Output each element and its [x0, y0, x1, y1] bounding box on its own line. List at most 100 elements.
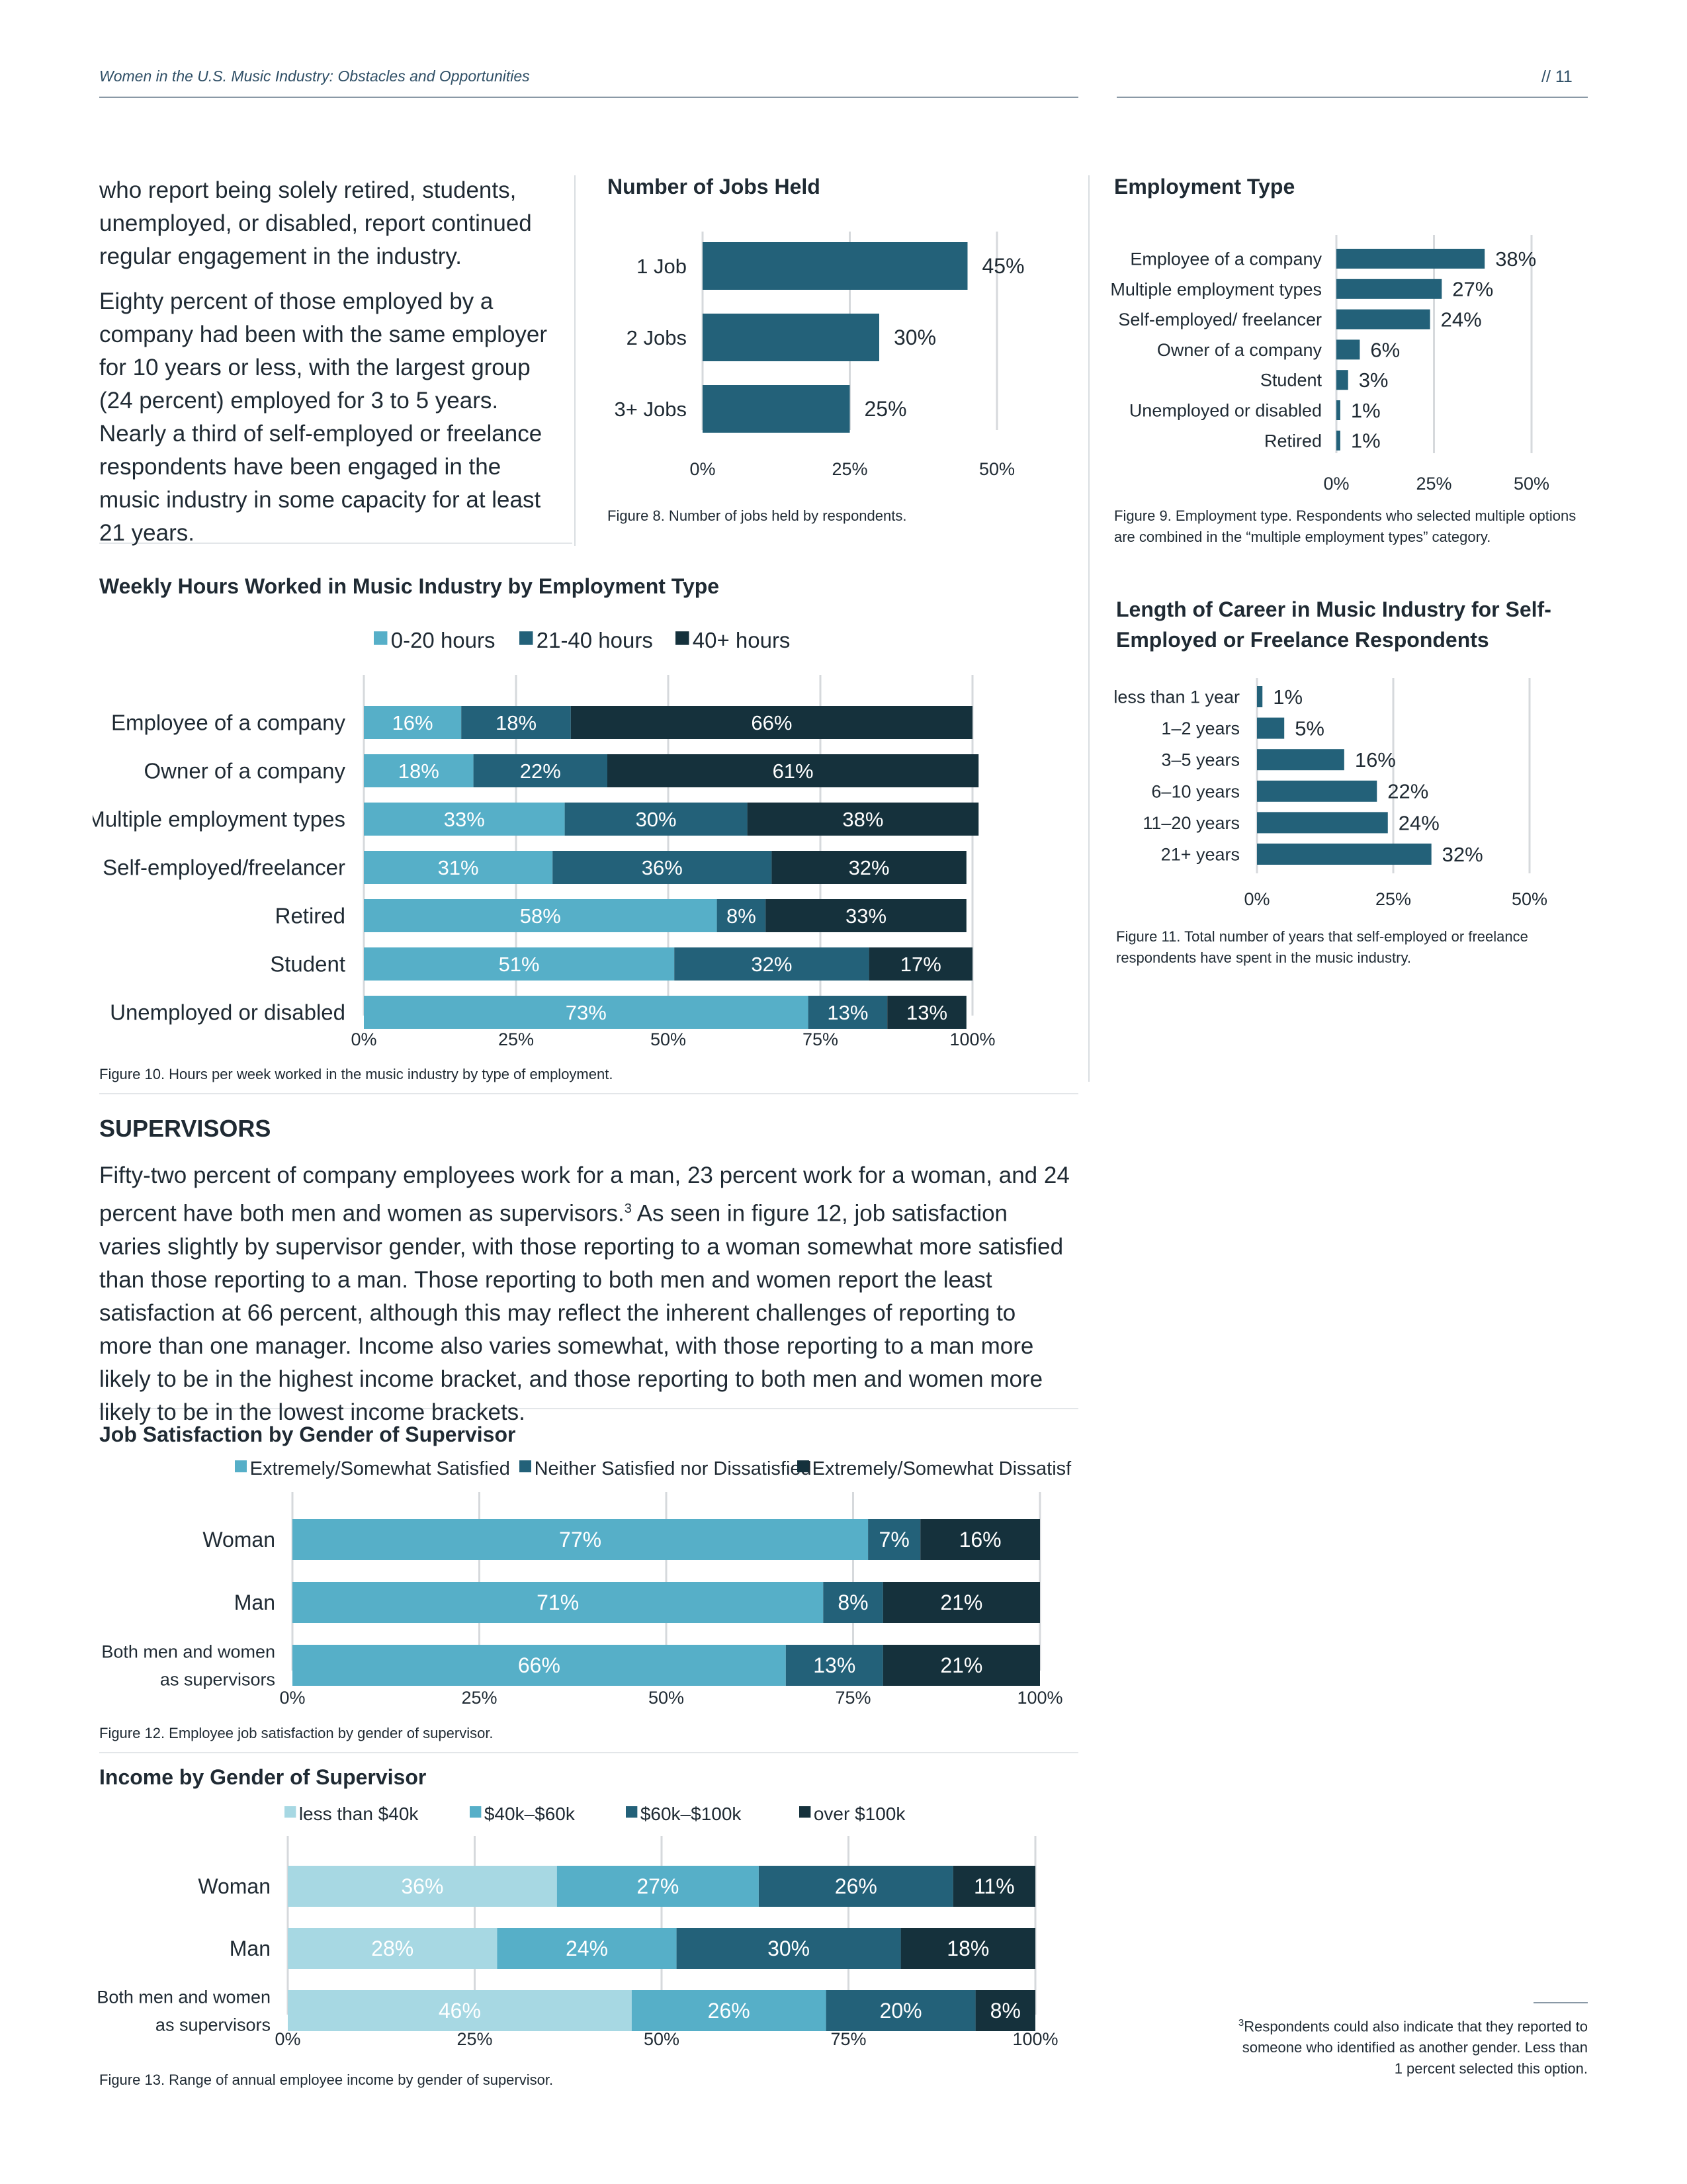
fig10-value-label: 30% [636, 808, 677, 831]
fig12-legend-swatch [519, 1460, 531, 1473]
fig9-bar [1336, 279, 1442, 299]
fig11-caption: Figure 11. Total number of years that se… [1116, 928, 1528, 966]
fig10-value-label: 13% [906, 1001, 947, 1024]
fig8-tick-label: 0% [689, 459, 715, 479]
fig8-value-label: 30% [894, 326, 936, 349]
footnote-rule [1534, 2002, 1588, 2003]
fig12-bar-segment [883, 1645, 1040, 1686]
fig13-bar-segment [900, 1928, 1035, 1969]
fig13-value-label: 36% [401, 1874, 443, 1898]
fig12-bar-segment [883, 1582, 1040, 1623]
fig13-value-label: 8% [990, 1999, 1021, 2023]
fig9-category-label: Employee of a company [1130, 249, 1322, 269]
fig12-value-label: 8% [838, 1591, 868, 1614]
footnote: 3Respondents could also indicate that th… [1231, 2013, 1588, 2079]
fig10-tick-label: 50% [650, 1029, 686, 1049]
fig8-category-label: 1 Job [636, 255, 687, 278]
fig11-tick-label: 25% [1375, 889, 1411, 909]
fig9-category-label: Self-employed/ freelancer [1118, 310, 1322, 329]
fig10-value-label: 66% [751, 711, 792, 734]
fig10-value-label: 36% [642, 856, 683, 879]
fig12-category-label: Woman [202, 1528, 275, 1551]
fig10-value-label: 58% [520, 904, 561, 928]
fig11-category-label: 3–5 years [1161, 750, 1240, 770]
fig13-tick-label: 100% [1012, 2029, 1058, 2049]
fig10-category-label: Multiple employment types [93, 807, 345, 832]
fig8-chart: 0% 25% 50% 1 Job 45% 2 Jobs 30% 3+ Jobs 25% [615, 232, 1025, 479]
fig9-value-label: 27% [1452, 278, 1493, 301]
fig13-bar-segment [676, 1928, 901, 1969]
fig10-bar-segment [607, 754, 979, 787]
fig13-bar-segment [975, 1990, 1035, 2031]
fig12-value-label: 16% [959, 1528, 1002, 1551]
fig12-value-label: 77% [559, 1528, 601, 1551]
fig12-tick-label: 50% [648, 1688, 684, 1708]
supervisors-text-1: Fifty-two percent of company employees w… [99, 1162, 1070, 1227]
fig11-value-label: 22% [1387, 780, 1428, 803]
fig13-bar-segment [953, 1866, 1035, 1907]
fig12-value-label: 13% [813, 1653, 855, 1677]
fig12-bar-segment [292, 1519, 869, 1560]
fig13-value-label: 28% [371, 1937, 413, 1960]
fig10-legend-label: 0-20 hours [391, 628, 496, 652]
fig10-value-label: 16% [392, 711, 433, 734]
fig10-bar-segment [364, 899, 717, 932]
fig10-value-label: 22% [520, 760, 561, 783]
fig10-bar-segment [887, 996, 967, 1029]
fig10-category-label: Unemployed or disabled [110, 1000, 345, 1025]
fig13-legend-label: $60k–$100k [640, 1804, 742, 1824]
fig11-category-label: 1–2 years [1161, 719, 1240, 738]
fig13-bar-segment [497, 1928, 677, 1969]
fig12-tick-label: 0% [279, 1688, 305, 1708]
fig13-legend-swatch [470, 1806, 482, 1818]
fig13-value-label: 26% [708, 1999, 750, 2023]
fig11-value-label: 16% [1355, 748, 1396, 771]
fig9-category-label: Student [1260, 371, 1322, 390]
fig10-bar-segment [364, 851, 553, 884]
fig10-category-label: Retired [275, 904, 345, 928]
fig13-legend-swatch [799, 1806, 811, 1818]
fig10-category-label: Student [270, 952, 345, 977]
fig13-legend-label: $40k–$60k [484, 1804, 576, 1824]
divider-horizontal-supervisors [99, 1408, 1078, 1409]
fig8-category-label: 2 Jobs [627, 326, 687, 349]
fig10-value-label: 8% [726, 904, 756, 928]
fig11-bar [1257, 686, 1263, 707]
fig8-tick-label: 25% [832, 459, 867, 479]
fig13-legend-swatch [284, 1806, 296, 1818]
divider-horizontal-intro [99, 543, 572, 544]
fig10-tick-label: 100% [949, 1029, 995, 1049]
fig11-value-label: 24% [1399, 811, 1440, 834]
fig12-category-label: Man [234, 1591, 275, 1614]
fig9-value-label: 6% [1370, 338, 1400, 361]
fig9-value-label: 3% [1359, 369, 1389, 392]
fig10-bar-segment [364, 803, 565, 836]
fig13-value-label: 26% [835, 1874, 877, 1898]
fig10-title: Weekly Hours Worked in Music Industry by… [99, 574, 720, 598]
fig10-tick-label: 25% [498, 1029, 534, 1049]
fig10-bar-segment [674, 947, 869, 981]
fig10-bar-segment [771, 851, 967, 884]
fig9-value-label: 1% [1351, 429, 1381, 453]
divider-horizontal-fig10 [99, 1093, 1078, 1094]
fig8-tick-label: 50% [979, 459, 1015, 479]
fig13-bar-segment [758, 1866, 953, 1907]
fig12-bar-segment [292, 1582, 824, 1623]
fig9-category-label: Unemployed or disabled [1129, 400, 1322, 420]
fig10-value-label: 33% [444, 808, 485, 831]
fig13-bar-segment [288, 1928, 497, 1969]
intro-paragraph-1: who report being solely retired, student… [99, 177, 532, 269]
fig12-bar-segment [823, 1582, 883, 1623]
fig10-bar-segment [364, 754, 474, 787]
fig10-value-label: 61% [773, 760, 814, 783]
fig9-value-label: 38% [1495, 247, 1536, 271]
fig12-caption: Figure 12. Employee job satisfaction by … [99, 1725, 494, 1741]
footnote-reference[interactable]: 3 [624, 1201, 632, 1216]
fig9-tick-label: 50% [1514, 474, 1549, 494]
fig13-tick-label: 0% [275, 2029, 300, 2049]
fig13-title: Income by Gender of Supervisor [99, 1765, 427, 1789]
fig9-category-label: Multiple employment types [1110, 279, 1322, 299]
fig13-tick-label: 75% [830, 2029, 866, 2049]
fig13-legend-swatch [626, 1806, 638, 1818]
fig11-bar [1257, 812, 1388, 834]
